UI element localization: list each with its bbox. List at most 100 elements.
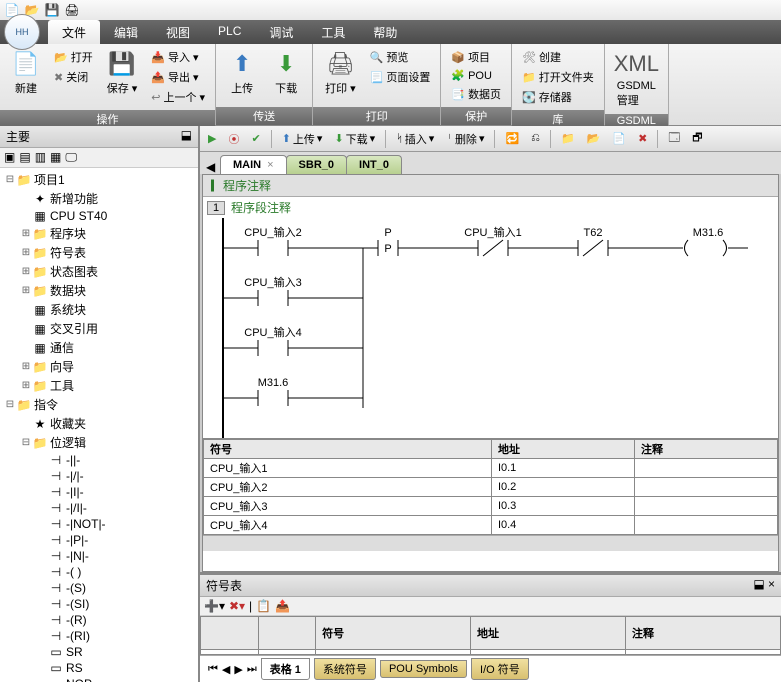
editor-tab[interactable]: SBR_0: [286, 155, 347, 174]
hscrollbar[interactable]: [203, 535, 778, 551]
tree-item[interactable]: ⊣-( ): [0, 564, 198, 580]
bottom-tab[interactable]: POU Symbols: [380, 660, 467, 678]
tb-icon[interactable]: 📤: [275, 599, 290, 613]
rung-comment[interactable]: 程序段注释: [231, 199, 291, 216]
ribbon-pagesetup-button[interactable]: 📃页面设置: [366, 68, 435, 86]
close-icon[interactable]: ×: [267, 159, 273, 171]
tree-item[interactable]: ⊟📁位逻辑: [0, 433, 198, 452]
pin-icon[interactable]: ⬓ ×: [753, 577, 775, 594]
tb-icon[interactable]: ➕▾: [204, 599, 225, 613]
expand-icon[interactable]: ⊞: [20, 266, 32, 277]
tb-icon[interactable]: ▣: [4, 150, 15, 165]
tree-item[interactable]: ⊣-|/I|-: [0, 500, 198, 516]
tb-icon[interactable]: 📂: [583, 130, 605, 147]
insert-button[interactable]: ᛋ 插入 ▾: [392, 129, 438, 149]
delete-button[interactable]: ᛌ 删除 ▾: [442, 129, 488, 149]
expand-icon[interactable]: ⊟: [20, 437, 32, 448]
tree-item[interactable]: ▭SR: [0, 644, 198, 660]
tree-item[interactable]: ▦通信: [0, 338, 198, 357]
tb-icon[interactable]: ▤: [19, 150, 30, 165]
ribbon-datapage-button[interactable]: 📑数据页: [447, 85, 505, 103]
editor-tab[interactable]: INT_0: [346, 155, 402, 174]
expand-icon[interactable]: ⊞: [20, 247, 32, 258]
tree-item[interactable]: ⊣-|NOT|-: [0, 516, 198, 532]
ribbon-export-button[interactable]: 📤导出 ▾: [147, 68, 209, 86]
ribbon-new-button[interactable]: 📄新建: [6, 48, 46, 98]
app-logo-icon[interactable]: HH: [4, 14, 40, 50]
table-row[interactable]: CPU_输入3I0.3: [204, 497, 778, 516]
expand-icon[interactable]: ⊞: [20, 361, 32, 372]
stop-icon[interactable]: ⦿: [224, 129, 243, 149]
tree-item[interactable]: ⊣-(S): [0, 580, 198, 596]
table-row[interactable]: [201, 649, 781, 654]
menu-帮助[interactable]: 帮助: [359, 20, 411, 44]
ribbon-up-button[interactable]: ⬆上传: [222, 48, 262, 98]
tb-icon[interactable]: 📋: [256, 599, 271, 613]
menu-工具[interactable]: 工具: [307, 20, 359, 44]
ribbon-prev-button[interactable]: ↩上一个 ▾: [147, 88, 209, 106]
expand-icon[interactable]: ⊞: [20, 228, 32, 239]
tree-item[interactable]: ▭NOP: [0, 676, 198, 682]
expand-icon[interactable]: ⊟: [4, 399, 16, 410]
ribbon-project-button[interactable]: 📦项目: [447, 48, 505, 66]
table-row[interactable]: CPU_输入4I0.4: [204, 516, 778, 535]
menu-编辑[interactable]: 编辑: [100, 20, 152, 44]
tree-item[interactable]: ⊣-||-: [0, 452, 198, 468]
tb-icon[interactable]: ▥: [35, 150, 46, 165]
tree-item[interactable]: ⊞📁工具: [0, 376, 198, 395]
menu-文件[interactable]: 文件: [48, 20, 100, 44]
tree-item[interactable]: ⊞📁状态图表: [0, 262, 198, 281]
ribbon-pou-button[interactable]: 🧩POU: [447, 68, 505, 83]
tree-item[interactable]: ▦CPU ST40: [0, 208, 198, 224]
tree-item[interactable]: ⊣-|P|-: [0, 532, 198, 548]
menu-调试[interactable]: 调试: [255, 20, 307, 44]
pin-icon[interactable]: ⬓: [181, 128, 192, 145]
expand-icon[interactable]: ⊟: [4, 174, 16, 185]
nav-next-icon[interactable]: ▶: [234, 663, 242, 676]
tree-item[interactable]: ⊣-|/|-: [0, 468, 198, 484]
tree-item[interactable]: ▦交叉引用: [0, 319, 198, 338]
tb-icon[interactable]: 🗗: [688, 127, 706, 150]
tb-icon[interactable]: 🖵: [65, 150, 77, 165]
ribbon-preview-button[interactable]: 🔍预览: [366, 48, 435, 66]
ribbon-down-button[interactable]: ⬇下载: [266, 48, 306, 98]
expand-icon[interactable]: ⊞: [20, 380, 32, 391]
program-comment[interactable]: ▎程序注释: [203, 175, 778, 197]
tb-icon[interactable]: ✖▾: [229, 599, 245, 613]
tree-item[interactable]: ⊞📁向导: [0, 357, 198, 376]
tree-item[interactable]: ⊟📁指令: [0, 395, 198, 414]
ribbon-print-button[interactable]: 🖨打印 ▾: [319, 48, 362, 98]
tree-item[interactable]: ✦新增功能: [0, 189, 198, 208]
expand-icon[interactable]: ⊞: [20, 285, 32, 296]
bottom-tab[interactable]: I/O 符号: [471, 658, 529, 680]
ribbon-open-button[interactable]: 📂打开: [50, 48, 97, 66]
tb-icon[interactable]: 📁: [557, 130, 579, 147]
tb-icon[interactable]: 📄: [608, 130, 630, 147]
bottom-tab[interactable]: 系统符号: [314, 658, 376, 680]
tab-nav-left-icon[interactable]: ◀: [206, 160, 215, 174]
ribbon-close-button[interactable]: ✖关闭: [50, 68, 97, 86]
tree-item[interactable]: ▦系统块: [0, 300, 198, 319]
tree-item[interactable]: ⊞📁数据块: [0, 281, 198, 300]
ribbon-openfolder-button[interactable]: 📁打开文件夹: [518, 68, 598, 86]
download-button[interactable]: ⬇下载 ▾: [330, 129, 379, 149]
tree-item[interactable]: ★收藏夹: [0, 414, 198, 433]
nav-prev-icon[interactable]: ◀: [222, 663, 230, 676]
symbol-grid[interactable]: 符号地址注释: [200, 616, 781, 655]
tree-item[interactable]: ⊞📁程序块: [0, 224, 198, 243]
tree-item[interactable]: ⊣-|I|-: [0, 484, 198, 500]
tree-item[interactable]: ⊟📁项目1: [0, 170, 198, 189]
editor-tab[interactable]: MAIN×: [220, 155, 287, 174]
ribbon-xml-button[interactable]: XMLGSDML管理: [611, 48, 662, 110]
ribbon-save-button[interactable]: 💾保存 ▾: [101, 48, 144, 98]
upload-button[interactable]: ⬆上传 ▾: [278, 129, 327, 149]
table-row[interactable]: CPU_输入1I0.1: [204, 459, 778, 478]
qa-print-icon[interactable]: 🖨: [64, 2, 80, 18]
table-row[interactable]: CPU_输入2I0.2: [204, 478, 778, 497]
nav-first-icon[interactable]: ⏮: [208, 663, 218, 676]
tree-item[interactable]: ⊣-(R): [0, 612, 198, 628]
ribbon-import-button[interactable]: 📥导入 ▾: [147, 48, 209, 66]
menu-视图[interactable]: 视图: [152, 20, 204, 44]
tb-icon[interactable]: 🔁: [501, 130, 523, 147]
tree-item[interactable]: ⊣-(RI): [0, 628, 198, 644]
